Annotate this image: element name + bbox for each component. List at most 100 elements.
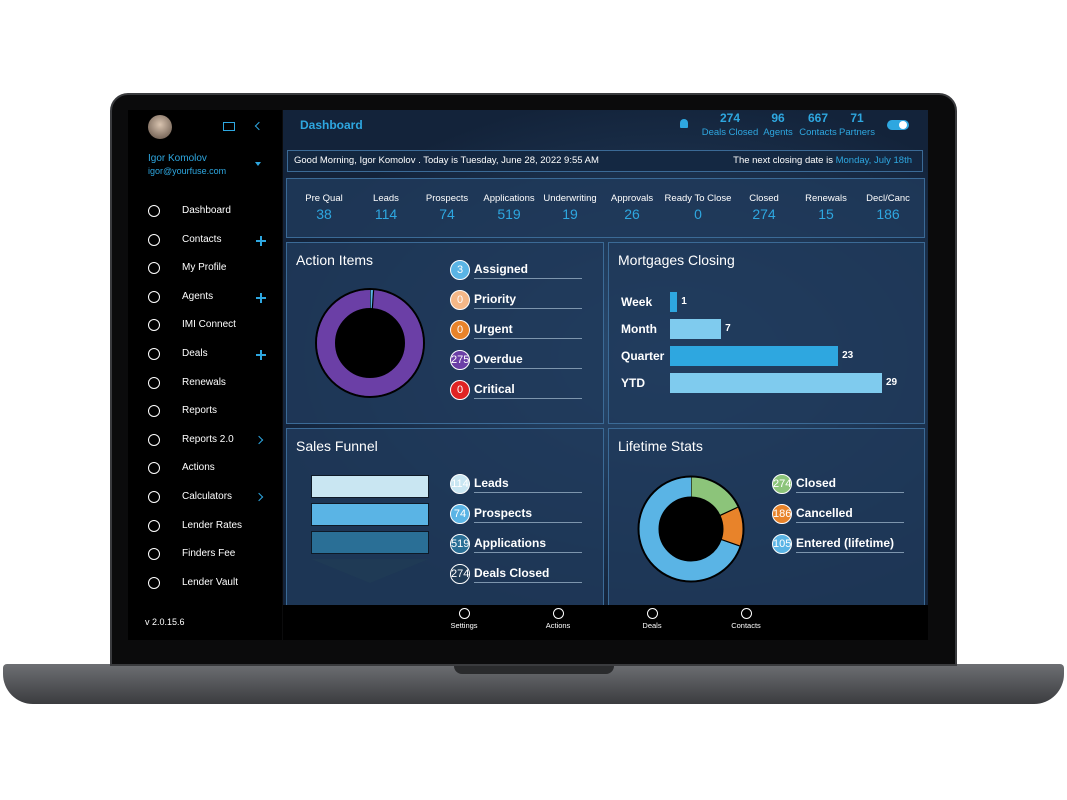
pipeline-stage[interactable]: Decl/Canc 186 xyxy=(848,193,928,222)
item-label[interactable]: Prospects xyxy=(474,506,582,523)
item-label[interactable]: Overdue xyxy=(474,352,582,369)
segment-divider xyxy=(719,506,738,517)
next-closing-label: The next closing date is xyxy=(733,155,833,166)
add-button[interactable] xyxy=(256,292,266,303)
count-badge: 1057 xyxy=(772,534,792,554)
pipeline-stage[interactable]: Ready To Close 0 xyxy=(658,193,738,222)
nav-item[interactable]: Actions xyxy=(528,608,588,630)
item-label[interactable]: Closed xyxy=(796,476,904,493)
menu-label[interactable]: Reports 2.0 xyxy=(182,433,234,445)
menu-label[interactable]: Deals xyxy=(182,348,208,359)
pipeline-stage[interactable]: Pre Qual 38 xyxy=(284,193,364,222)
nav-item[interactable]: Deals xyxy=(622,608,682,630)
header-stat[interactable]: 667 Contacts xyxy=(778,111,858,138)
menu-label[interactable]: My Profile xyxy=(182,262,227,274)
count-badge: 0 xyxy=(450,290,470,310)
menu-item[interactable]: Lender Rates xyxy=(148,519,278,534)
header-stat-value: 96 xyxy=(771,111,785,125)
nav-item[interactable]: Contacts xyxy=(716,608,776,630)
pipeline-value: 15 xyxy=(818,206,834,222)
menu-item[interactable]: Contacts xyxy=(148,233,278,248)
bar-label: Week xyxy=(621,295,653,309)
segment-divider xyxy=(720,538,740,547)
add-button[interactable] xyxy=(256,235,266,246)
bar[interactable] xyxy=(670,319,722,339)
item-label[interactable]: Entered (lifetime) xyxy=(796,536,904,553)
nav-icon xyxy=(740,608,752,619)
header-stat[interactable]: 71 Partners xyxy=(817,111,897,138)
menu-label[interactable]: Calculators xyxy=(182,491,233,502)
menu-label[interactable]: Renewals xyxy=(182,376,226,388)
item-label[interactable]: Urgent xyxy=(474,322,582,339)
menu-label[interactable]: Contacts xyxy=(182,233,222,245)
expand-button[interactable] xyxy=(254,435,264,445)
menu-item[interactable]: Reports 2.0 xyxy=(148,433,278,448)
theme-toggle[interactable] xyxy=(887,120,909,130)
menu-label[interactable]: Finders Fee xyxy=(182,548,236,560)
item-label[interactable]: Critical xyxy=(474,382,582,399)
menu-label[interactable]: Actions xyxy=(182,462,215,474)
menu-label[interactable]: Dashboard xyxy=(182,205,231,216)
menu-item[interactable]: Dashboard xyxy=(148,205,278,219)
pipeline-row: Pre Qual 38 Leads 114 Prospects 74 Application… xyxy=(286,178,925,238)
item-label[interactable]: Cancelled xyxy=(796,506,904,523)
menu-label[interactable]: Agents xyxy=(182,290,214,302)
greeting: Good Morning, Igor Komolov . Today is Tu… xyxy=(294,155,599,166)
item-label[interactable]: Priority xyxy=(474,292,582,309)
pipeline-label: Approvals xyxy=(610,193,654,204)
menu-item[interactable]: Reports xyxy=(148,405,278,419)
header-stat[interactable]: 274 Deals Closed xyxy=(690,111,770,138)
count-badge: 186 xyxy=(772,504,792,524)
pipeline-stage[interactable]: Renewals 15 xyxy=(786,193,866,222)
panel-toggle[interactable] xyxy=(223,122,235,131)
item-label[interactable]: Assigned xyxy=(474,262,582,279)
bar[interactable] xyxy=(670,292,678,312)
menu-icon xyxy=(148,290,160,303)
menu-item[interactable]: Calculators xyxy=(148,491,278,505)
user-name[interactable]: Igor Komolov xyxy=(148,153,207,164)
header-stat[interactable]: 96 Agents xyxy=(738,111,818,138)
bar-value: 29 xyxy=(886,377,898,388)
pipeline-stage[interactable]: Underwriting 19 xyxy=(530,193,610,222)
funnel-step xyxy=(311,503,429,526)
menu-item[interactable]: Deals xyxy=(148,348,278,362)
count-badge: 0 xyxy=(450,380,470,400)
pipeline-stage[interactable]: Closed 274 xyxy=(724,193,804,222)
menu-label[interactable]: Reports xyxy=(182,405,218,417)
donut-border xyxy=(315,288,425,398)
menu-label[interactable]: IMI Connect xyxy=(182,319,236,331)
pipeline-value: 38 xyxy=(316,206,332,222)
menu-item[interactable]: Finders Fee xyxy=(148,548,278,562)
menu-item[interactable]: IMI Connect xyxy=(148,319,278,333)
lifetime-stats-panel: Lifetime Stats 274Closed186Cancelled1057E… xyxy=(608,428,925,608)
notification-bell[interactable] xyxy=(680,119,688,128)
menu-label[interactable]: Lender Vault xyxy=(182,576,238,588)
pipeline-value: 519 xyxy=(497,206,521,222)
next-closing-date[interactable]: Monday, July 18th xyxy=(835,155,912,166)
menu-item[interactable]: Renewals xyxy=(148,376,278,391)
menu-item[interactable]: Actions xyxy=(148,462,278,476)
add-button[interactable] xyxy=(256,350,266,360)
count-badge: 274 xyxy=(450,564,470,584)
bar[interactable] xyxy=(670,373,882,393)
item-label[interactable]: Leads xyxy=(474,476,582,493)
pipeline-stage[interactable]: Leads 114 xyxy=(346,193,426,222)
menu-label[interactable]: Lender Rates xyxy=(182,519,243,531)
menu-item[interactable]: My Profile xyxy=(148,262,278,276)
pipeline-stage[interactable]: Approvals 26 xyxy=(592,193,672,222)
user-dropdown[interactable] xyxy=(255,162,261,166)
expand-button[interactable] xyxy=(254,492,264,502)
pipeline-stage[interactable]: Prospects 74 xyxy=(407,193,487,222)
item-label[interactable]: Deals Closed xyxy=(474,566,582,583)
pipeline-value: 26 xyxy=(624,206,640,222)
nav-label: Contacts xyxy=(731,621,761,630)
funnel-step xyxy=(311,475,429,498)
pipeline-stage[interactable]: Applications 519 xyxy=(469,193,549,222)
menu-item[interactable]: Agents xyxy=(148,290,278,305)
nav-item[interactable]: Settings xyxy=(434,608,494,630)
collapse-button[interactable] xyxy=(254,121,264,131)
menu-item[interactable]: Lender Vault xyxy=(148,576,278,591)
pipeline-value: 114 xyxy=(374,206,398,222)
item-label[interactable]: Applications xyxy=(474,536,582,553)
bar[interactable] xyxy=(670,346,839,366)
